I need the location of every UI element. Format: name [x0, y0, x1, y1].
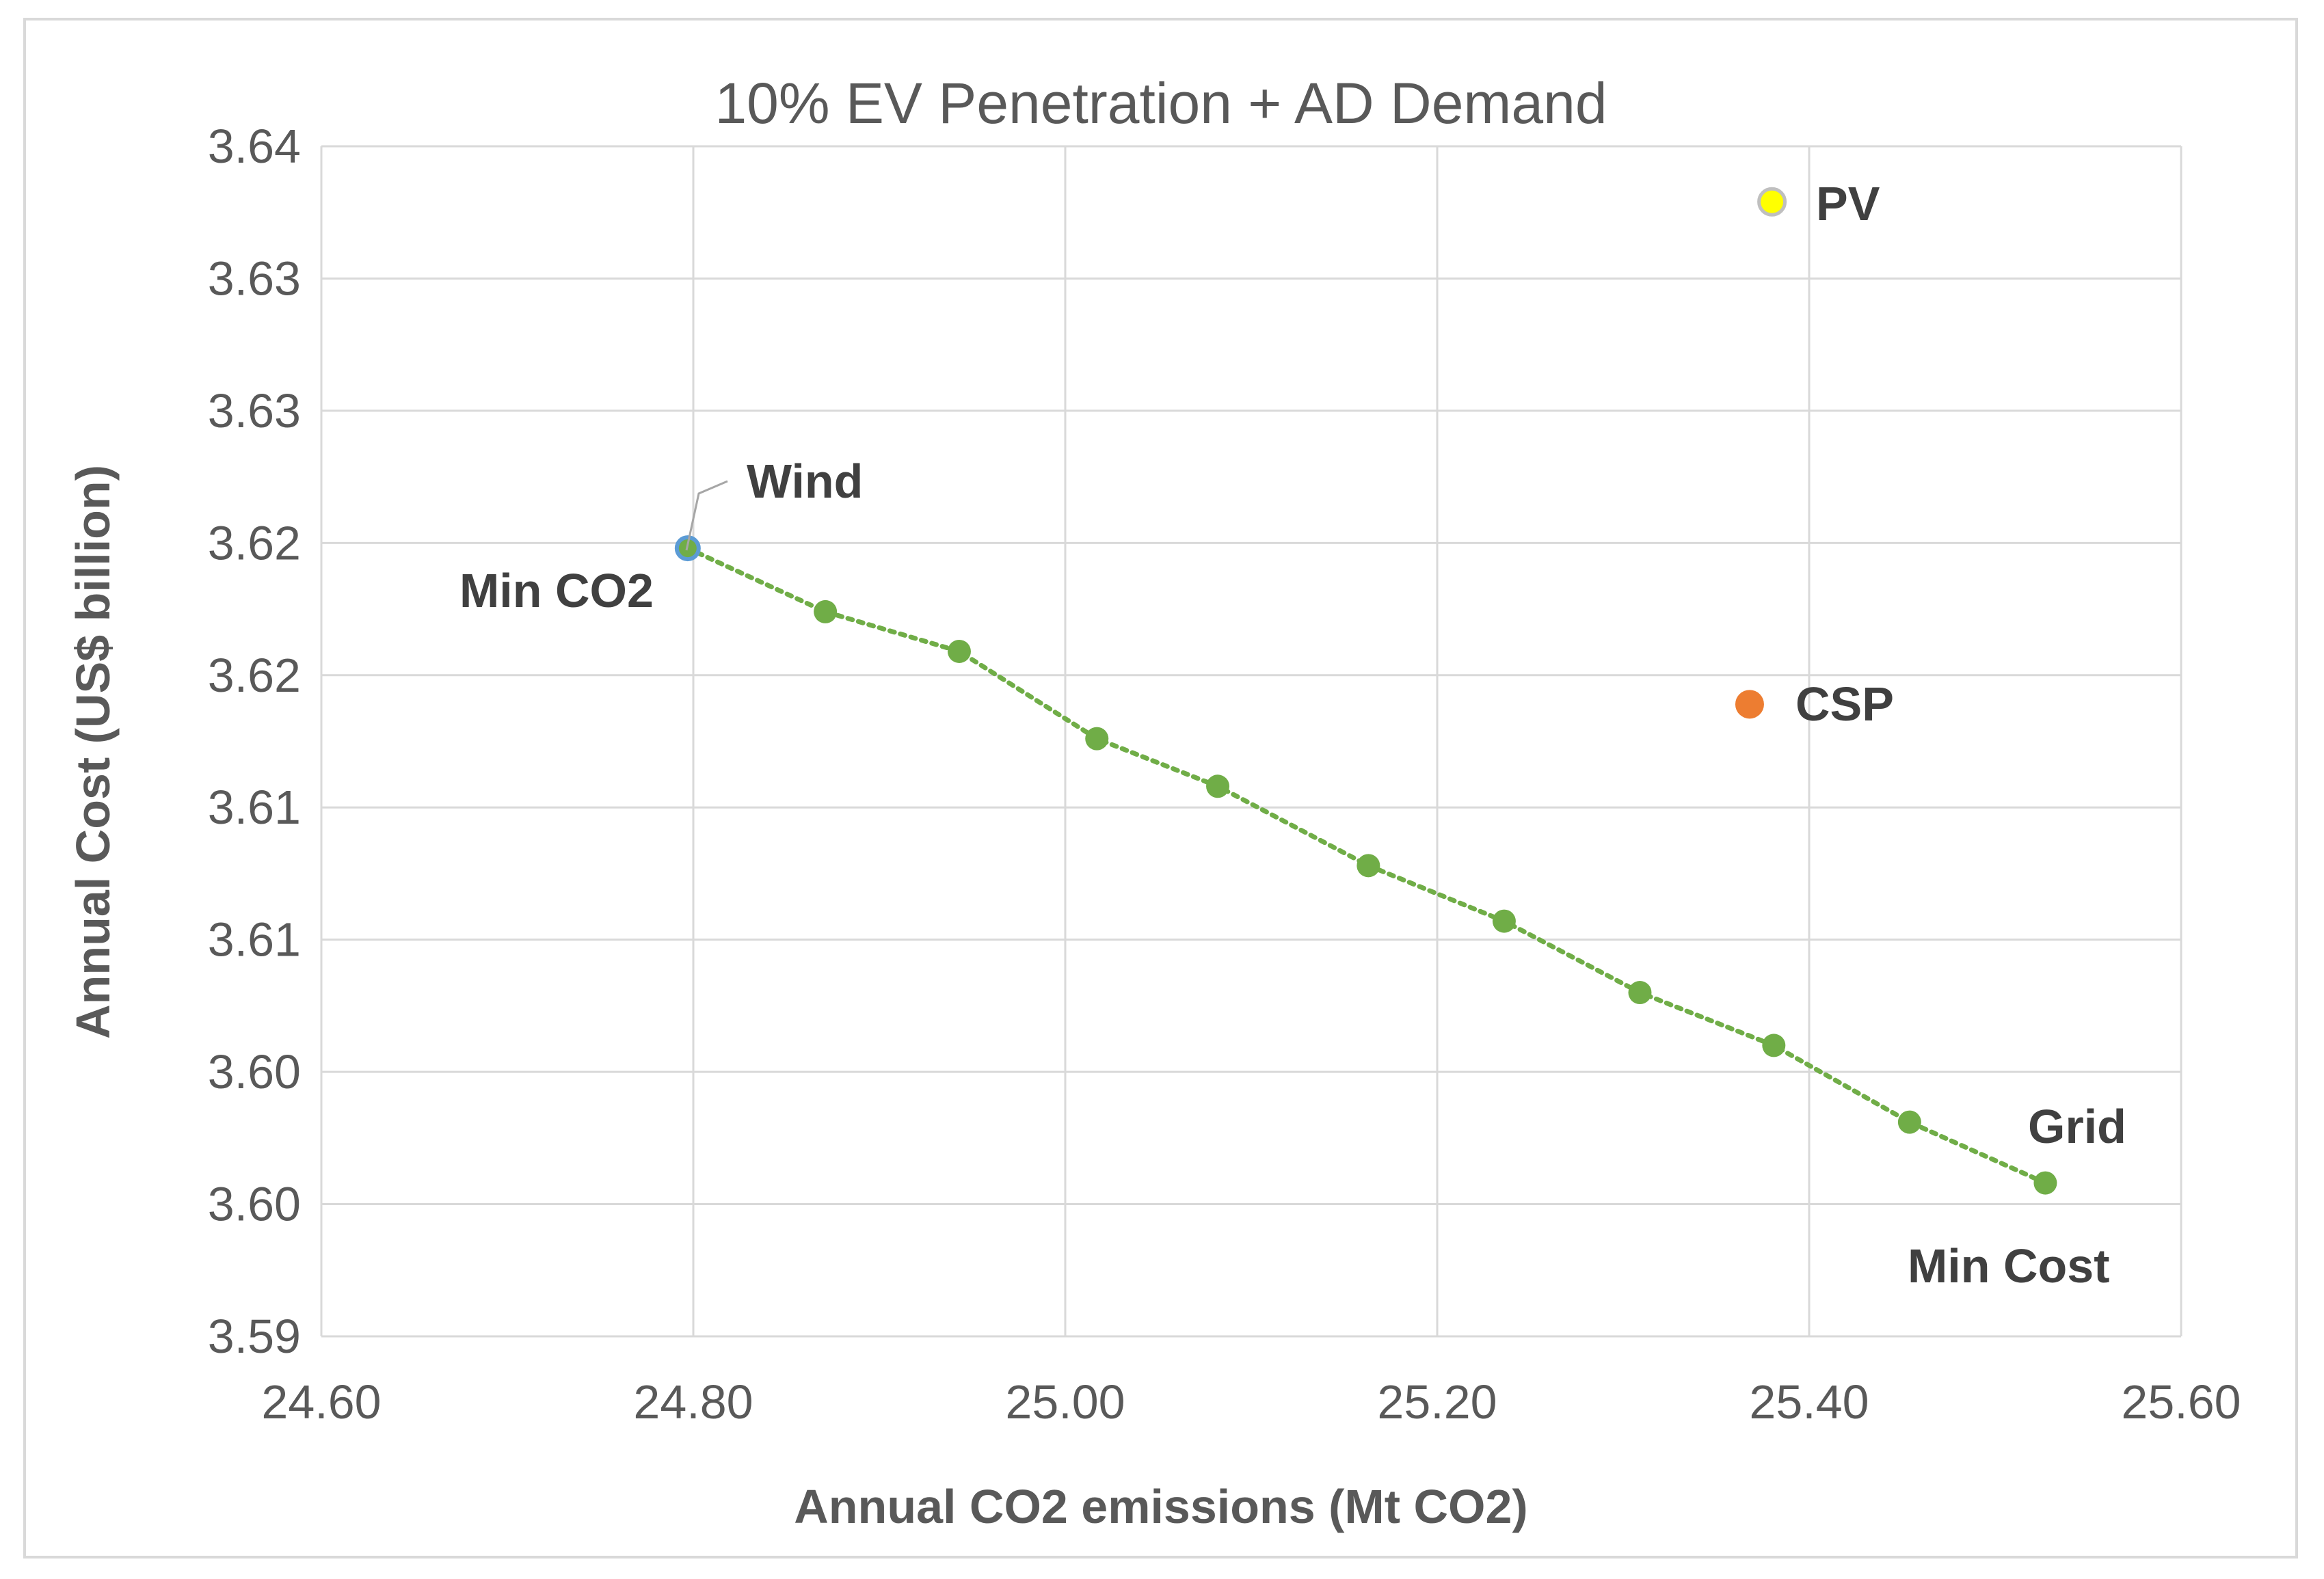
chart-title: 10% EV Penetration + AD Demand	[714, 71, 1607, 135]
pareto-point	[1085, 727, 1109, 751]
x-tick-label: 24.60	[261, 1375, 381, 1429]
label-min-cost: Min Cost	[1908, 1239, 2110, 1293]
pareto-point	[947, 639, 971, 663]
y-axis-title: Annual Cost (US$ billion)	[66, 465, 120, 1039]
y-tick-label: 3.62	[208, 516, 301, 569]
y-tick-label: 3.62	[208, 649, 301, 702]
label-grid: Grid	[2028, 1100, 2126, 1153]
label-wind: Wind	[747, 455, 863, 508]
label-min-co2: Min CO2	[459, 564, 654, 617]
y-tick-label: 3.61	[208, 781, 301, 834]
pareto-point	[2033, 1171, 2057, 1195]
pareto-point	[1762, 1034, 1786, 1057]
y-axis-ticks: 3.59 3.60 3.60 3.61 3.61 3.62 3.62 3.63 3.63 3.64	[208, 120, 301, 1363]
x-tick-label: 25.20	[1377, 1375, 1497, 1429]
pareto-point	[1492, 909, 1516, 933]
pareto-point	[1628, 981, 1652, 1005]
pv-point	[1757, 187, 1787, 217]
data-points	[674, 187, 2057, 1195]
chart-frame	[23, 18, 2298, 1558]
x-tick-label: 25.40	[1749, 1375, 1869, 1429]
label-pv: PV	[1816, 177, 1880, 230]
x-axis-title: Annual CO2 emissions (Mt CO2)	[794, 1480, 1527, 1533]
pareto-point	[1897, 1110, 1921, 1134]
y-tick-label: 3.59	[208, 1310, 301, 1363]
pareto-point	[1357, 854, 1380, 878]
pareto-point	[814, 599, 838, 623]
y-tick-label: 3.61	[208, 913, 301, 967]
y-tick-label: 3.63	[208, 384, 301, 437]
x-tick-label: 25.00	[1005, 1375, 1125, 1429]
wind-leader-line	[685, 480, 728, 551]
csp-point	[1735, 690, 1764, 719]
label-csp: CSP	[1795, 677, 1894, 731]
pareto-point	[1206, 774, 1230, 798]
x-tick-label: 24.80	[633, 1375, 753, 1429]
x-tick-label: 25.60	[2121, 1375, 2241, 1429]
y-tick-label: 3.60	[208, 1045, 301, 1098]
y-tick-label: 3.63	[208, 252, 301, 305]
y-tick-label: 3.60	[208, 1178, 301, 1231]
x-axis-ticks: 24.60 24.80 25.00 25.20 25.40 25.60	[261, 1375, 2241, 1429]
y-tick-label: 3.64	[208, 120, 301, 173]
gridlines	[320, 145, 2182, 1338]
